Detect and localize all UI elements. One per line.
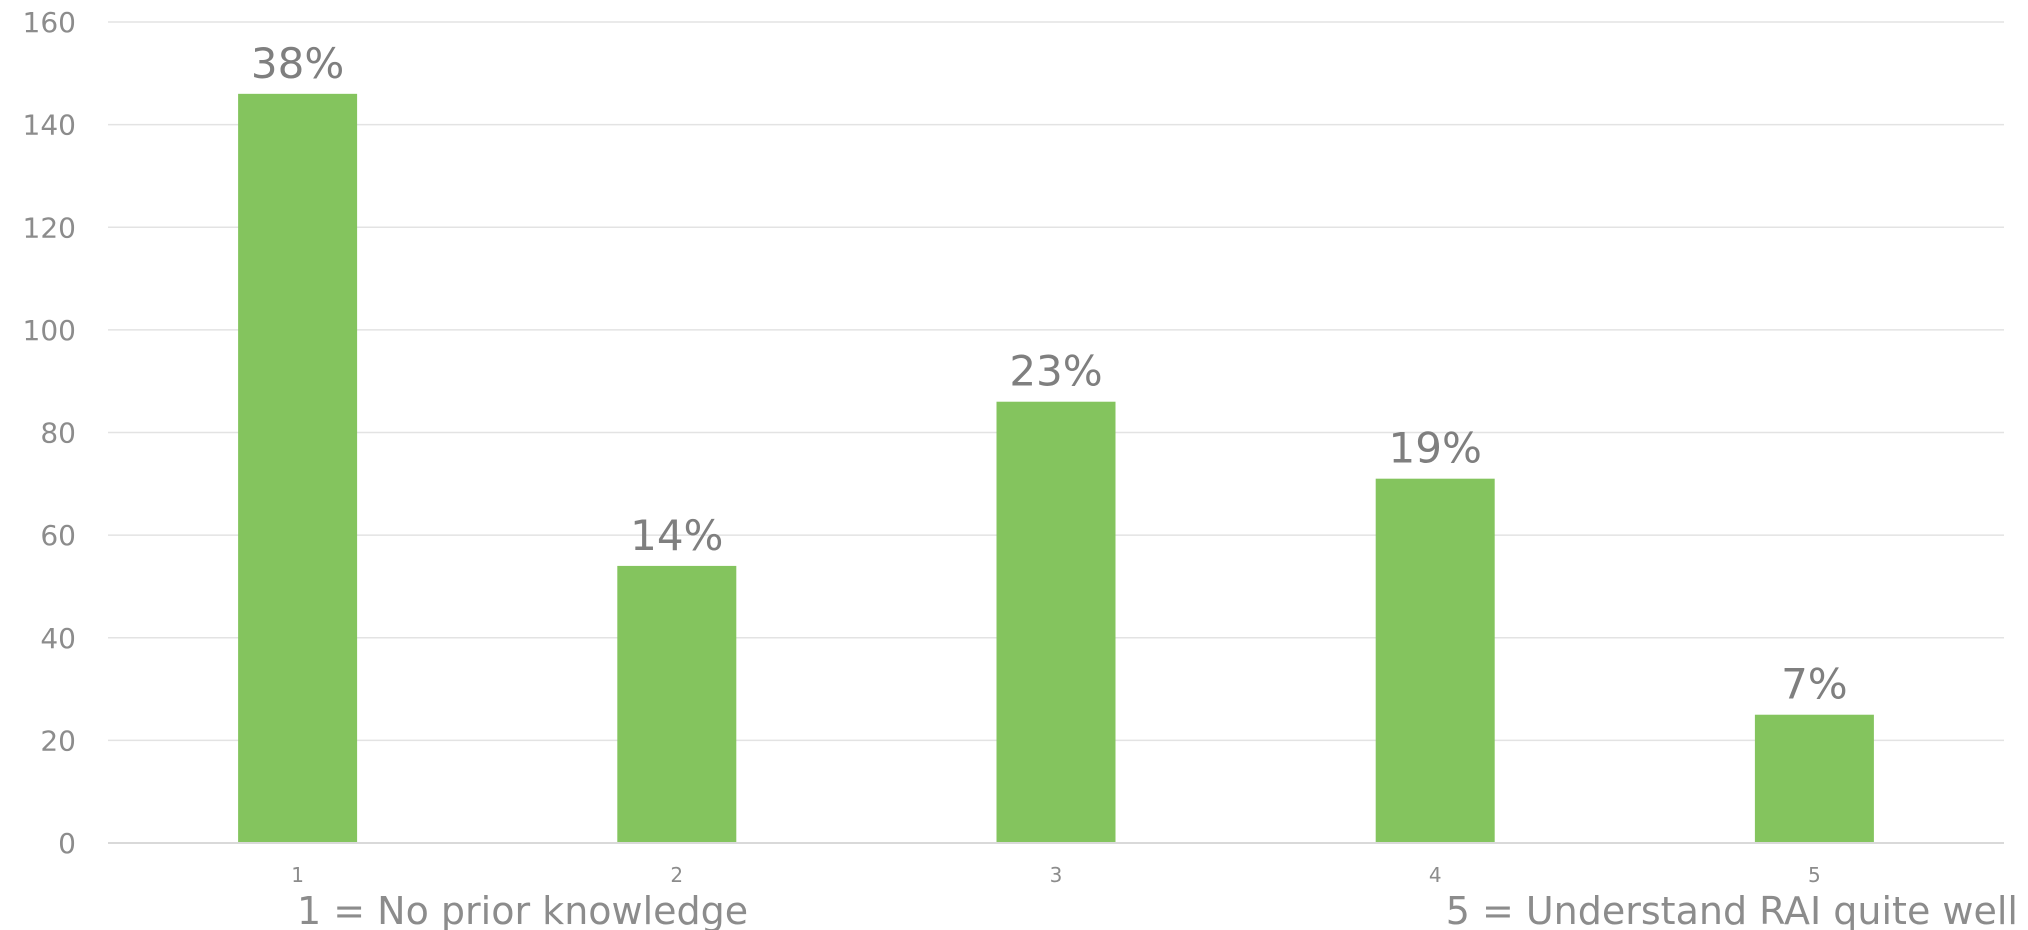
bar-2 bbox=[617, 565, 737, 843]
x-tick-label: 5 bbox=[1808, 863, 1821, 887]
y-tick-label: 160 bbox=[23, 6, 76, 39]
y-tick-label: 140 bbox=[23, 109, 76, 142]
bars bbox=[238, 93, 1874, 843]
y-axis-ticks: 0 20 40 60 80 100 120 140 160 bbox=[23, 6, 76, 860]
x-tick-label: 1 bbox=[291, 863, 304, 887]
bar-1 bbox=[238, 93, 358, 843]
annotation-left: 1 = No prior knowledge bbox=[297, 889, 748, 930]
data-label: 7% bbox=[1781, 660, 1848, 709]
y-tick-label: 40 bbox=[40, 622, 76, 655]
y-tick-label: 20 bbox=[40, 724, 76, 757]
bar-5 bbox=[1754, 714, 1874, 843]
x-tick-label: 3 bbox=[1050, 863, 1063, 887]
y-tick-label: 0 bbox=[58, 827, 76, 860]
y-tick-label: 60 bbox=[40, 519, 76, 552]
data-label: 38% bbox=[251, 39, 344, 88]
x-tick-label: 2 bbox=[670, 863, 683, 887]
x-tick-label: 4 bbox=[1429, 863, 1442, 887]
y-tick-label: 80 bbox=[40, 417, 76, 450]
y-tick-label: 100 bbox=[23, 314, 76, 347]
data-label: 23% bbox=[1009, 347, 1102, 396]
annotation-right: 5 = Understand RAI quite well bbox=[1446, 889, 2018, 930]
data-label: 14% bbox=[630, 511, 723, 560]
data-labels: 38% 14% 23% 19% 7% bbox=[251, 39, 1848, 709]
x-axis-ticks: 1 2 3 4 5 bbox=[291, 863, 1821, 887]
bar-4 bbox=[1375, 478, 1495, 843]
y-tick-label: 120 bbox=[23, 211, 76, 244]
bar-3 bbox=[996, 401, 1116, 843]
data-label: 19% bbox=[1389, 424, 1482, 473]
